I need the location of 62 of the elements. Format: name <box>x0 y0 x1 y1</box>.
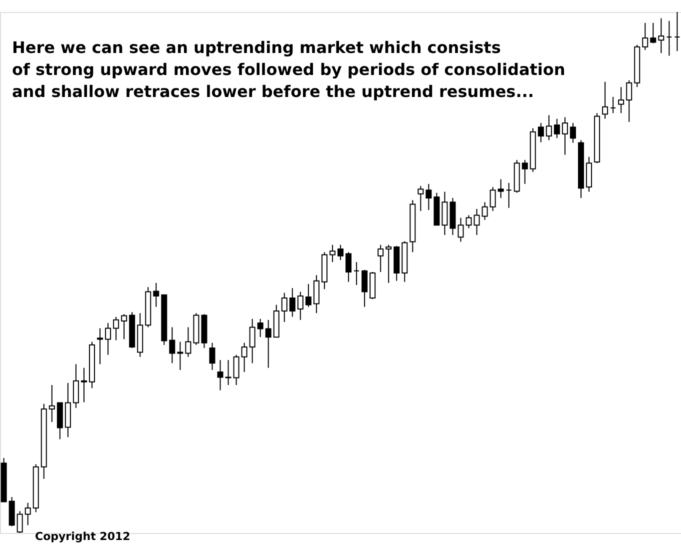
candlestick <box>522 159 528 184</box>
candlestick <box>458 217 464 242</box>
candlestick <box>546 114 552 141</box>
candlestick <box>169 326 176 364</box>
candlestick <box>97 328 104 365</box>
candlestick <box>177 341 184 370</box>
candlestick <box>8 496 15 527</box>
candlestick <box>233 354 240 386</box>
candlestick <box>209 342 216 370</box>
candlestick <box>466 214 472 229</box>
candlestick <box>121 314 128 340</box>
candlestick <box>281 292 288 322</box>
candlestick <box>346 252 352 282</box>
candlestick <box>666 20 672 56</box>
candlestick <box>642 22 648 51</box>
candlestick <box>426 183 432 210</box>
candlestick <box>338 244 344 260</box>
text: Here we can see an uptrending market which consists of strong upward moves followed by periods of consolidation and shallow retraces lower before the uptrend resumes... <box>12 38 566 101</box>
candlestick <box>586 156 592 192</box>
candlestick <box>626 80 632 122</box>
candlestick <box>265 319 272 368</box>
candlestick <box>354 262 360 286</box>
candlestick <box>305 283 312 308</box>
candlestick <box>674 12 680 52</box>
candlestick <box>217 360 224 391</box>
candlestick <box>498 178 504 198</box>
candlestick <box>257 318 264 338</box>
candlestick <box>650 22 656 44</box>
annotation: Copyright 2012 <box>35 530 130 543</box>
candlestick <box>474 208 480 236</box>
candlestick <box>105 322 112 356</box>
candlestick <box>554 118 560 139</box>
candlestick <box>538 122 544 143</box>
candlestick <box>313 274 320 314</box>
candlestick <box>658 18 664 54</box>
candlestick <box>80 367 87 403</box>
candlestick <box>329 244 336 263</box>
candlestick <box>297 291 304 320</box>
candlestick <box>225 360 232 386</box>
candlestick <box>153 282 160 308</box>
candlestick <box>442 191 448 236</box>
candlestick <box>378 244 384 272</box>
candlestick <box>386 244 392 284</box>
candlestick <box>506 182 512 208</box>
candlestick <box>482 202 488 220</box>
candlestick <box>610 96 616 114</box>
candlestick <box>16 510 23 534</box>
candlestick <box>562 116 568 156</box>
candlestick <box>185 326 192 358</box>
candlestick <box>289 288 296 318</box>
candlestick <box>113 316 120 341</box>
candlestick <box>24 502 31 526</box>
candlestick <box>602 81 608 120</box>
candlestick <box>72 364 79 408</box>
candlestick <box>490 186 496 212</box>
candlestick <box>249 318 256 364</box>
candlestick <box>241 342 248 373</box>
candlestick <box>48 384 55 423</box>
candlestick <box>418 186 424 212</box>
candlestick <box>570 122 576 144</box>
candlestick <box>362 269 368 308</box>
candlestick <box>618 86 624 114</box>
